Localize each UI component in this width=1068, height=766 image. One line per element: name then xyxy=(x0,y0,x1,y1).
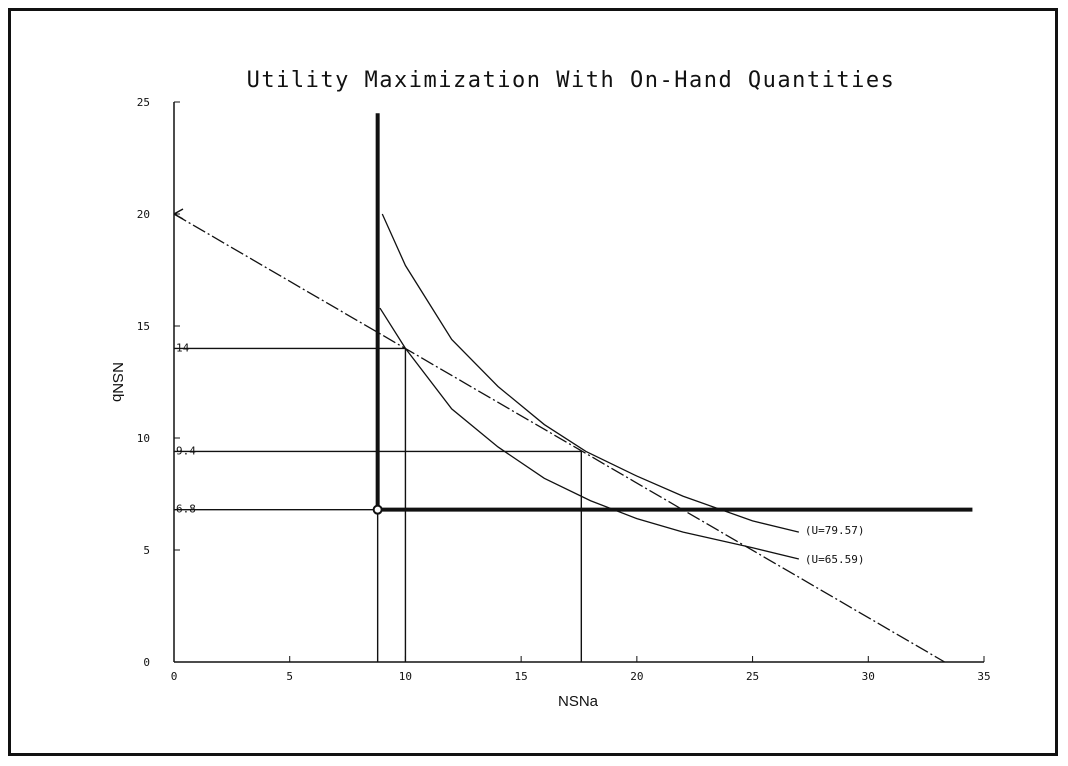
reference-line-label: 9.4 xyxy=(176,444,196,457)
x-tick-label: 10 xyxy=(399,670,412,683)
chart-frame xyxy=(8,8,1058,756)
x-tick-label: 5 xyxy=(286,670,293,683)
x-tick-label: 35 xyxy=(977,670,990,683)
y-tick-label: 0 xyxy=(143,656,150,669)
y-axis-label: NSNb xyxy=(109,362,126,402)
y-tick-label: 20 xyxy=(137,208,150,221)
y-tick-label: 25 xyxy=(137,96,150,109)
x-tick-label: 25 xyxy=(746,670,759,683)
x-axis-label: NSNa xyxy=(558,693,599,710)
x-tick-label: 15 xyxy=(515,670,528,683)
plot-area: 0 5 10 15 20 25 30 35 0 5 10 15 20 25 14 9.4 6.8 (U=79.57… xyxy=(137,96,991,683)
budget-line-arrow xyxy=(173,208,184,220)
y-tick-label: 15 xyxy=(137,320,150,333)
budget-line xyxy=(173,213,945,663)
x-tick-label: 0 xyxy=(171,670,178,683)
reference-line-label: 6.8 xyxy=(176,503,196,516)
y-tick-label: 10 xyxy=(137,432,150,445)
indifference-curve xyxy=(379,307,800,560)
y-tick-label: 5 xyxy=(143,544,150,557)
curve-label: (U=65.59) xyxy=(805,553,865,566)
chart-title: Utility Maximization With On-Hand Quanti… xyxy=(247,68,896,93)
curve-label: (U=79.57) xyxy=(805,524,865,537)
reference-line-label: 14 xyxy=(176,341,190,354)
indifference-curve xyxy=(381,213,800,533)
x-tick-label: 30 xyxy=(862,670,875,683)
x-tick-label: 20 xyxy=(630,670,643,683)
corner-point-marker xyxy=(372,504,383,515)
